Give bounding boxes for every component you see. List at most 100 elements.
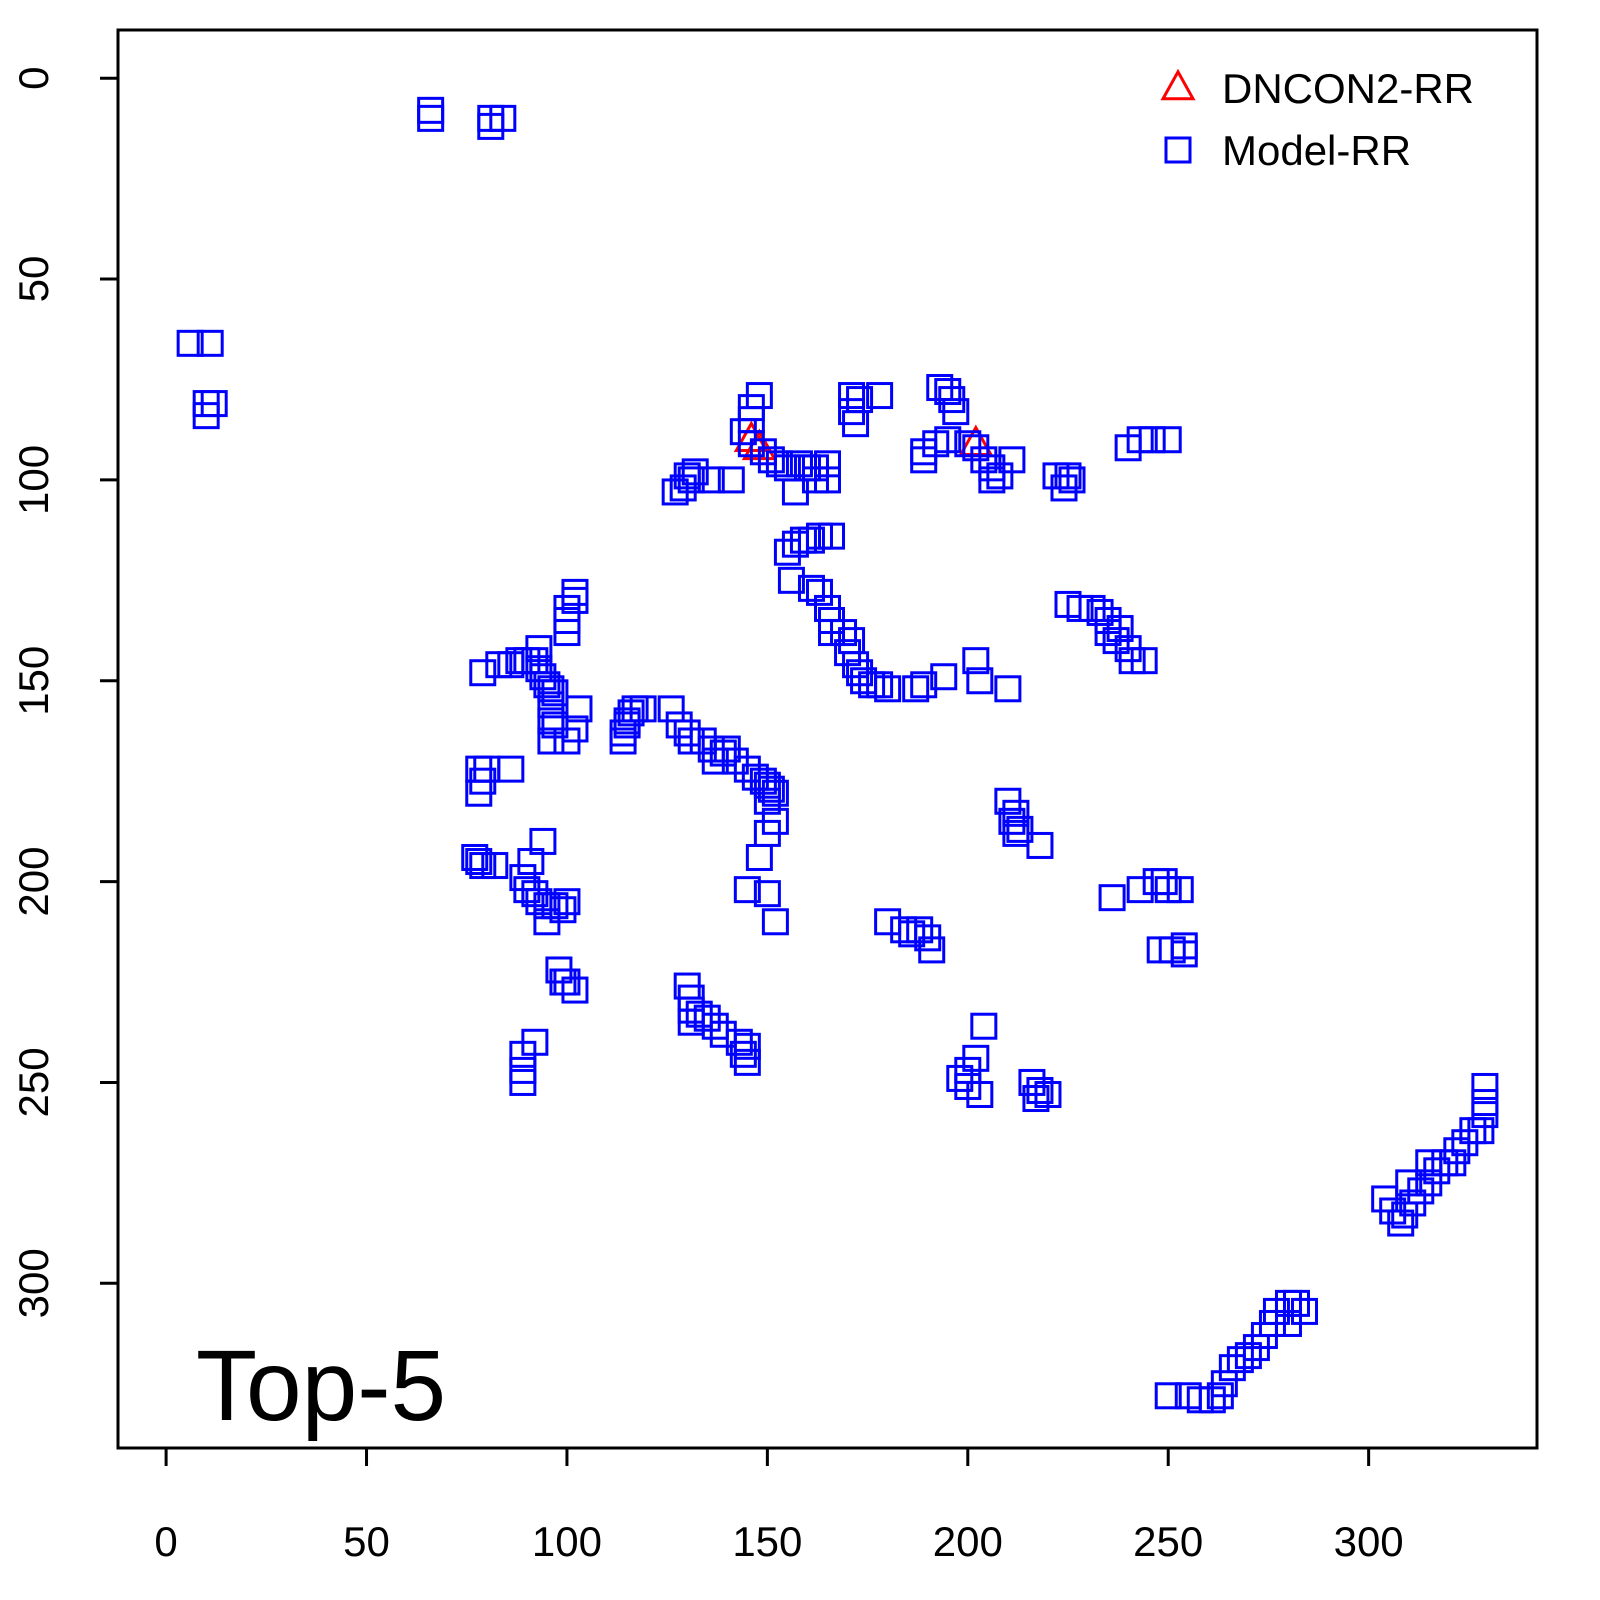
square-marker	[533, 671, 561, 699]
square-marker	[553, 619, 581, 647]
square-marker	[1026, 831, 1054, 859]
square-marker	[176, 329, 204, 357]
square-marker	[838, 382, 866, 410]
square-marker	[1154, 1382, 1182, 1410]
square-marker	[902, 675, 930, 703]
square-marker	[842, 651, 870, 679]
square-marker	[561, 578, 589, 606]
square-marker	[629, 695, 657, 723]
square-marker	[461, 844, 489, 872]
square-marker	[874, 675, 902, 703]
square-marker	[898, 920, 926, 948]
y-tick-label: 150	[10, 646, 57, 716]
square-marker	[1274, 1309, 1302, 1337]
square-marker	[1086, 598, 1114, 626]
square-marker	[934, 378, 962, 406]
square-marker	[970, 446, 998, 474]
square-marker	[613, 711, 641, 739]
square-marker	[842, 410, 870, 438]
annotation: Top-5	[196, 1330, 446, 1442]
square-marker	[465, 848, 493, 876]
square-marker	[1150, 868, 1178, 896]
square-marker	[553, 888, 581, 916]
y-tick-label: 50	[10, 256, 57, 303]
square-marker	[962, 647, 990, 675]
square-marker	[481, 852, 509, 880]
square-marker	[489, 104, 517, 132]
square-marker	[946, 1064, 974, 1092]
square-marker	[693, 1004, 721, 1032]
square-marker	[521, 1028, 549, 1056]
square-marker	[942, 398, 970, 426]
square-marker	[866, 671, 894, 699]
square-marker	[553, 968, 581, 996]
square-marker	[497, 755, 525, 783]
square-marker	[797, 526, 825, 554]
square-marker	[561, 586, 589, 614]
y-tick-label: 200	[10, 847, 57, 917]
square-marker	[753, 771, 781, 799]
legend-marker	[1160, 68, 1196, 101]
x-tick-label: 200	[933, 1518, 1003, 1565]
square-marker	[805, 578, 833, 606]
square-marker	[1431, 1149, 1459, 1177]
square-marker	[469, 659, 497, 687]
legend-label: Model-RR	[1222, 127, 1411, 174]
square-marker	[681, 458, 709, 486]
square-marker	[1395, 1169, 1423, 1197]
square-marker	[797, 574, 825, 602]
x-tick-label: 300	[1334, 1518, 1404, 1565]
square-marker	[1170, 932, 1198, 960]
legend-label: DNCON2-RR	[1222, 65, 1474, 112]
square-marker	[192, 402, 220, 430]
square-marker	[1154, 426, 1182, 454]
square-marker	[717, 466, 745, 494]
square-marker	[966, 667, 994, 695]
square-marker	[1130, 647, 1158, 675]
square-marker	[733, 1032, 761, 1060]
square-marker	[753, 880, 781, 908]
square-marker	[753, 787, 781, 815]
square-marker	[417, 96, 445, 124]
square-marker	[978, 466, 1006, 494]
square-marker	[1002, 799, 1030, 827]
square-marker	[966, 1081, 994, 1109]
square-marker	[1106, 615, 1134, 643]
square-marker	[729, 1040, 757, 1068]
square-marker	[1210, 1370, 1238, 1398]
square-marker	[785, 450, 813, 478]
legend-marker	[1164, 136, 1192, 164]
square-marker	[777, 566, 805, 594]
square-marker	[541, 711, 569, 739]
square-marker	[1050, 474, 1078, 502]
square-marker	[657, 695, 685, 723]
square-marker	[1126, 876, 1154, 904]
square-marker	[565, 695, 593, 723]
square-marker	[537, 675, 565, 703]
square-marker	[673, 462, 701, 490]
square-marker	[866, 382, 894, 410]
square-marker	[673, 719, 701, 747]
square-marker	[561, 976, 589, 1004]
square-marker	[701, 1012, 729, 1040]
square-marker	[1058, 466, 1086, 494]
square-marker	[533, 908, 561, 936]
square-marker	[196, 329, 224, 357]
square-marker	[561, 715, 589, 743]
square-marker	[745, 844, 773, 872]
square-marker	[1415, 1149, 1443, 1177]
y-tick-label: 250	[10, 1047, 57, 1117]
square-marker	[761, 779, 789, 807]
x-tick-label: 50	[343, 1518, 390, 1565]
x-tick-label: 250	[1133, 1518, 1203, 1565]
square-marker	[910, 671, 938, 699]
square-marker	[970, 1012, 998, 1040]
square-marker	[874, 908, 902, 936]
square-marker	[1138, 426, 1166, 454]
square-marker	[1034, 1081, 1062, 1109]
square-marker	[525, 635, 553, 663]
square-marker	[469, 767, 497, 795]
x-tick-label: 150	[732, 1518, 802, 1565]
